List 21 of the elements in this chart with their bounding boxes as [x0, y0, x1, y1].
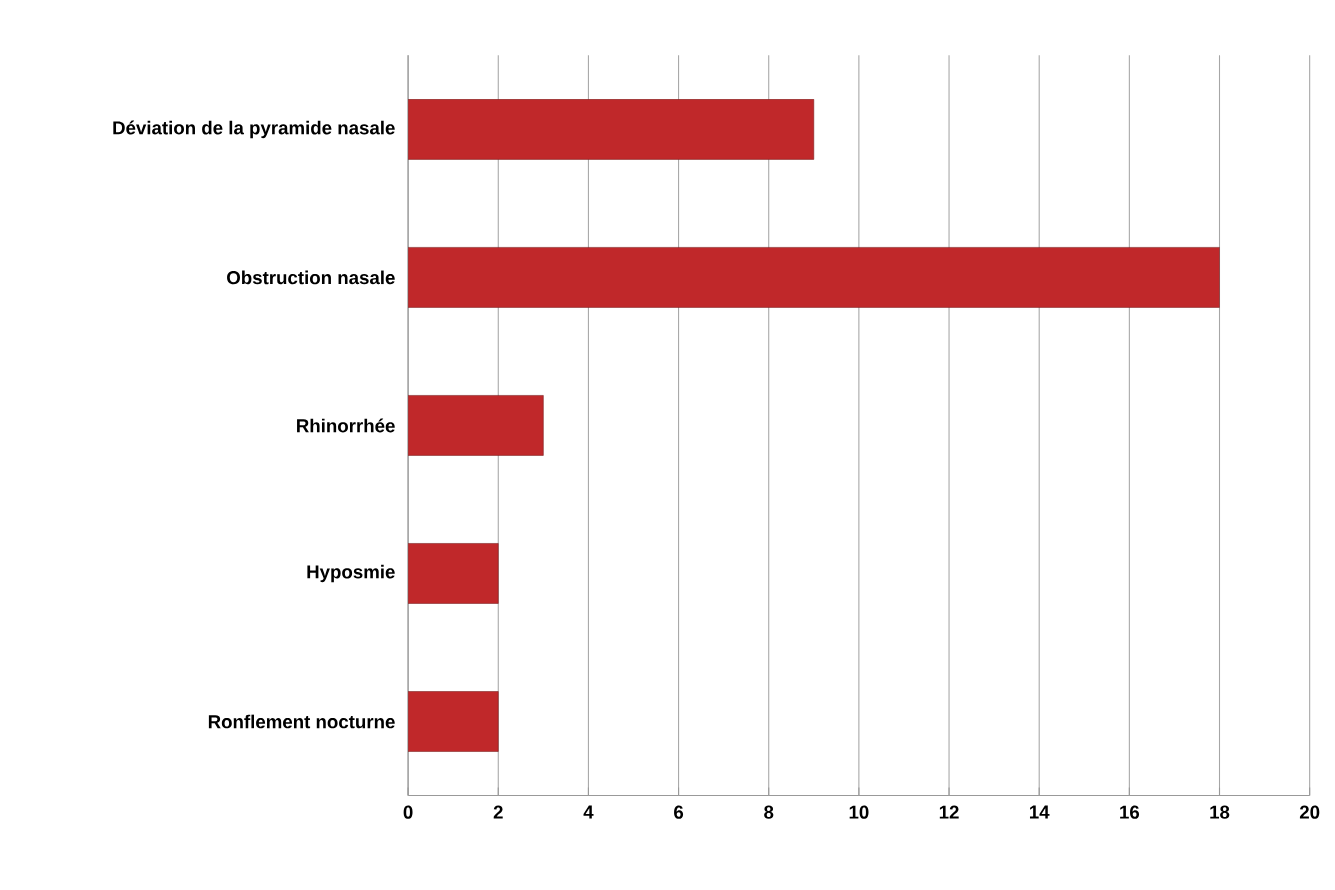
x-tick-label: 14 [1029, 805, 1050, 819]
x-tick-label: 8 [764, 805, 774, 819]
y-tick-label: Rhinorrhée [297, 418, 395, 433]
bar [408, 247, 1220, 308]
bar [408, 98, 815, 160]
x-tick-label: 2 [493, 805, 503, 819]
x-tick-label: 10 [849, 805, 869, 819]
x-tick-label: 4 [583, 805, 594, 819]
y-tick-label: Ronflement nocturne [208, 714, 395, 729]
x-tick-label: 16 [1120, 805, 1140, 819]
x-tick-label: 12 [939, 805, 959, 819]
x-tick-label: 6 [674, 805, 684, 819]
bar [408, 543, 499, 604]
y-tick-label: Déviation de la pyramide nasale [113, 120, 395, 139]
x-tick-label: 20 [1299, 805, 1320, 819]
y-tick-label: Hyposmie [307, 564, 395, 583]
bar [408, 691, 499, 752]
bar [408, 395, 544, 456]
x-tick-label: 0 [403, 805, 413, 819]
x-tick-label: 18 [1210, 805, 1230, 819]
y-tick-label: Obstruction nasale [227, 270, 395, 285]
